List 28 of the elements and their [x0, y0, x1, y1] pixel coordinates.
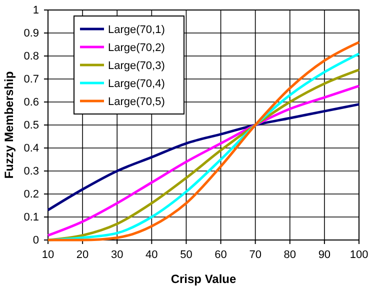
y-tick-label: 0 [32, 234, 39, 247]
x-tick-label: 50 [180, 248, 192, 261]
y-tick-label: 0.7 [24, 74, 39, 86]
y-axis-title: Fuzzy Membership [2, 71, 16, 179]
legend-label: Large(70,2) [108, 42, 165, 54]
x-tick-label: 80 [284, 248, 296, 261]
y-tick-label: 1 [32, 4, 39, 17]
y-tick-label: 0.9 [24, 28, 39, 40]
x-tick-label: 10 [42, 248, 54, 261]
y-tick-label: 0.1 [24, 212, 39, 224]
x-tick-label: 70 [249, 248, 262, 261]
legend-label: Large(70,5) [108, 96, 165, 108]
x-tick-label: 20 [76, 248, 89, 261]
y-tick-label: 0.2 [24, 188, 39, 201]
legend-label: Large(70,1) [108, 24, 165, 36]
y-tick-label: 0.8 [24, 50, 39, 63]
y-tick-label: 0.4 [24, 142, 39, 155]
x-axis-title: Crisp Value [170, 272, 236, 286]
y-tick-label: 0.5 [24, 120, 39, 132]
legend-label: Large(70,3) [108, 60, 165, 72]
x-tick-label: 100 [350, 248, 368, 261]
x-tick-label: 60 [214, 248, 227, 261]
x-tick-label: 90 [318, 248, 331, 261]
legend-label: Large(70,4) [108, 78, 165, 90]
x-tick-label: 30 [110, 248, 124, 261]
y-tick-label: 0.6 [24, 96, 39, 109]
x-tick-label: 40 [146, 248, 158, 261]
y-tick-label: 0.3 [24, 166, 39, 178]
